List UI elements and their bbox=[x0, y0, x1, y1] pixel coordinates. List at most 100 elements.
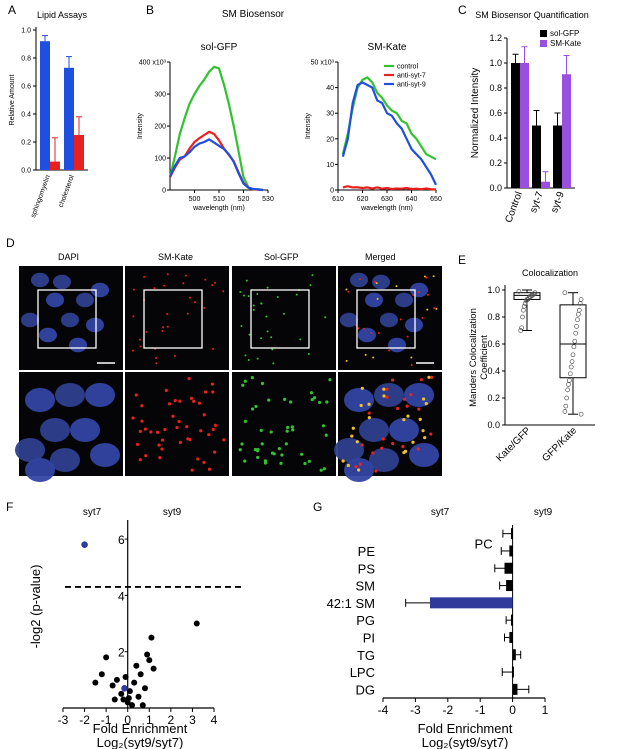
chart-f-point bbox=[144, 651, 151, 658]
chart-f-point bbox=[120, 696, 127, 703]
micro-punctum bbox=[285, 429, 289, 433]
micro-punctum bbox=[270, 451, 275, 455]
micro-nucleus bbox=[334, 438, 364, 462]
micro-punctum bbox=[399, 318, 402, 321]
chart-f-point bbox=[92, 679, 99, 686]
chart-f-x-tick-label: -1 bbox=[101, 713, 112, 727]
micro-punctum bbox=[212, 450, 217, 454]
chart-B2-y-tick-label: 10 bbox=[326, 162, 334, 169]
micro-punctum bbox=[138, 429, 142, 433]
micro-punctum bbox=[283, 397, 287, 401]
chart-e-point bbox=[572, 338, 578, 344]
micro-punctum bbox=[140, 404, 144, 408]
micro-punctum bbox=[346, 463, 350, 468]
micro-punctum bbox=[427, 293, 430, 296]
micro-punctum bbox=[311, 274, 314, 277]
micro-punctum bbox=[160, 447, 164, 451]
micro-punctum bbox=[424, 402, 428, 406]
micro-nucleus bbox=[61, 312, 79, 328]
chart-f-point bbox=[193, 620, 200, 627]
chart-e-y-tick-label: 0.0 bbox=[487, 420, 500, 430]
chart-e-point bbox=[571, 344, 577, 350]
micro-punctum bbox=[185, 425, 189, 429]
micro-punctum bbox=[358, 462, 363, 466]
chart-f-x-tick-label: -3 bbox=[58, 713, 69, 727]
chart-f-side-label-right: syt9 bbox=[163, 507, 182, 518]
chart-B1-x-tick-label: 500 bbox=[189, 196, 201, 203]
micro-punctum bbox=[430, 375, 434, 379]
micro-punctum bbox=[370, 332, 373, 335]
chart-g-category-label: PG bbox=[356, 613, 375, 628]
chart-e-point bbox=[566, 382, 571, 387]
chart-e-point bbox=[567, 378, 572, 383]
micro-zoom-box bbox=[250, 289, 310, 349]
micro-zoom-box bbox=[37, 289, 97, 349]
chart-g-category-label: PI bbox=[363, 630, 375, 645]
chart-B2-series-line-2 bbox=[341, 81, 437, 186]
chart-colocalization: Colocalization 0.0 0.2 0.4 0.6 0.8 1.0 Manders … bbox=[468, 268, 595, 464]
chart-c-y-label: Normalized Intensity bbox=[470, 68, 481, 159]
micro-punctum bbox=[138, 458, 142, 462]
chart-f-point bbox=[139, 702, 146, 709]
micro-punctum bbox=[309, 284, 312, 287]
chart-a-bar bbox=[74, 135, 84, 170]
micro-punctum bbox=[367, 411, 371, 415]
micro-punctum bbox=[163, 284, 166, 287]
micro-punctum bbox=[403, 449, 408, 453]
micro-punctum bbox=[432, 275, 435, 278]
micro-punctum bbox=[256, 293, 259, 296]
chart-g-side-label-right: syt9 bbox=[534, 507, 553, 518]
micro-punctum bbox=[286, 425, 290, 430]
micro-nucleus bbox=[380, 312, 398, 328]
micro-punctum bbox=[421, 429, 425, 433]
micro-punctum bbox=[427, 375, 431, 379]
micro-punctum bbox=[312, 396, 317, 400]
micro-punctum bbox=[382, 387, 386, 391]
chart-B2-y-label: Intensity bbox=[305, 112, 312, 139]
micro-punctum bbox=[266, 330, 269, 333]
micro-punctum bbox=[412, 294, 415, 297]
chart-c-bar bbox=[520, 63, 529, 188]
panel-label-f: F bbox=[6, 500, 13, 514]
micro-punctum bbox=[325, 400, 329, 404]
chart-e-y-tick-label: 0.6 bbox=[487, 339, 500, 349]
chart-g-x-tick-label: 0 bbox=[509, 703, 516, 717]
chart-f-x-tick-label: 4 bbox=[211, 713, 218, 727]
micro-punctum bbox=[385, 395, 389, 399]
chart-f-point bbox=[98, 671, 105, 678]
micro-punctum bbox=[321, 424, 326, 428]
micro-punctum bbox=[355, 440, 359, 444]
micro-punctum bbox=[186, 312, 189, 315]
chart-e-point bbox=[523, 298, 529, 304]
micro-nucleus bbox=[340, 312, 358, 328]
micro-punctum bbox=[177, 419, 181, 424]
chart-a-y-label: Relative Amount bbox=[9, 74, 16, 125]
micro-punctum bbox=[178, 399, 182, 403]
chart-f-point bbox=[126, 688, 133, 695]
micro-nucleus bbox=[359, 418, 389, 442]
chart-B1-series-line-0 bbox=[168, 65, 264, 192]
micro-punctum bbox=[266, 286, 269, 289]
micro-punctum bbox=[188, 437, 192, 442]
micro-punctum bbox=[173, 398, 177, 403]
micro-punctum bbox=[243, 459, 247, 463]
micro-zoom-box bbox=[143, 289, 203, 349]
chart-e-point bbox=[577, 301, 583, 306]
chart-e-point bbox=[578, 297, 584, 302]
micro-nucleus bbox=[55, 383, 85, 407]
micro-nucleus bbox=[21, 312, 39, 328]
micro-punctum bbox=[210, 382, 214, 386]
chart-c-category-label: syt-9 bbox=[549, 190, 567, 215]
micro-punctum bbox=[282, 312, 285, 315]
chart-B1-title: sol-GFP bbox=[201, 42, 238, 53]
micro-punctum bbox=[354, 465, 358, 469]
micro-punctum bbox=[211, 390, 215, 394]
micro-punctum bbox=[322, 467, 326, 471]
micro-punctum bbox=[373, 280, 376, 283]
chart-sol-gfp-spectrum: sol-GFP 0 100 200 300 400 x10³ 500 510 520 530 wav… bbox=[137, 42, 274, 212]
micro-punctum bbox=[153, 287, 156, 290]
micro-punctum bbox=[372, 356, 375, 359]
micro-punctum bbox=[318, 400, 322, 405]
micro-punctum bbox=[367, 416, 371, 420]
chart-f-point bbox=[133, 662, 140, 669]
